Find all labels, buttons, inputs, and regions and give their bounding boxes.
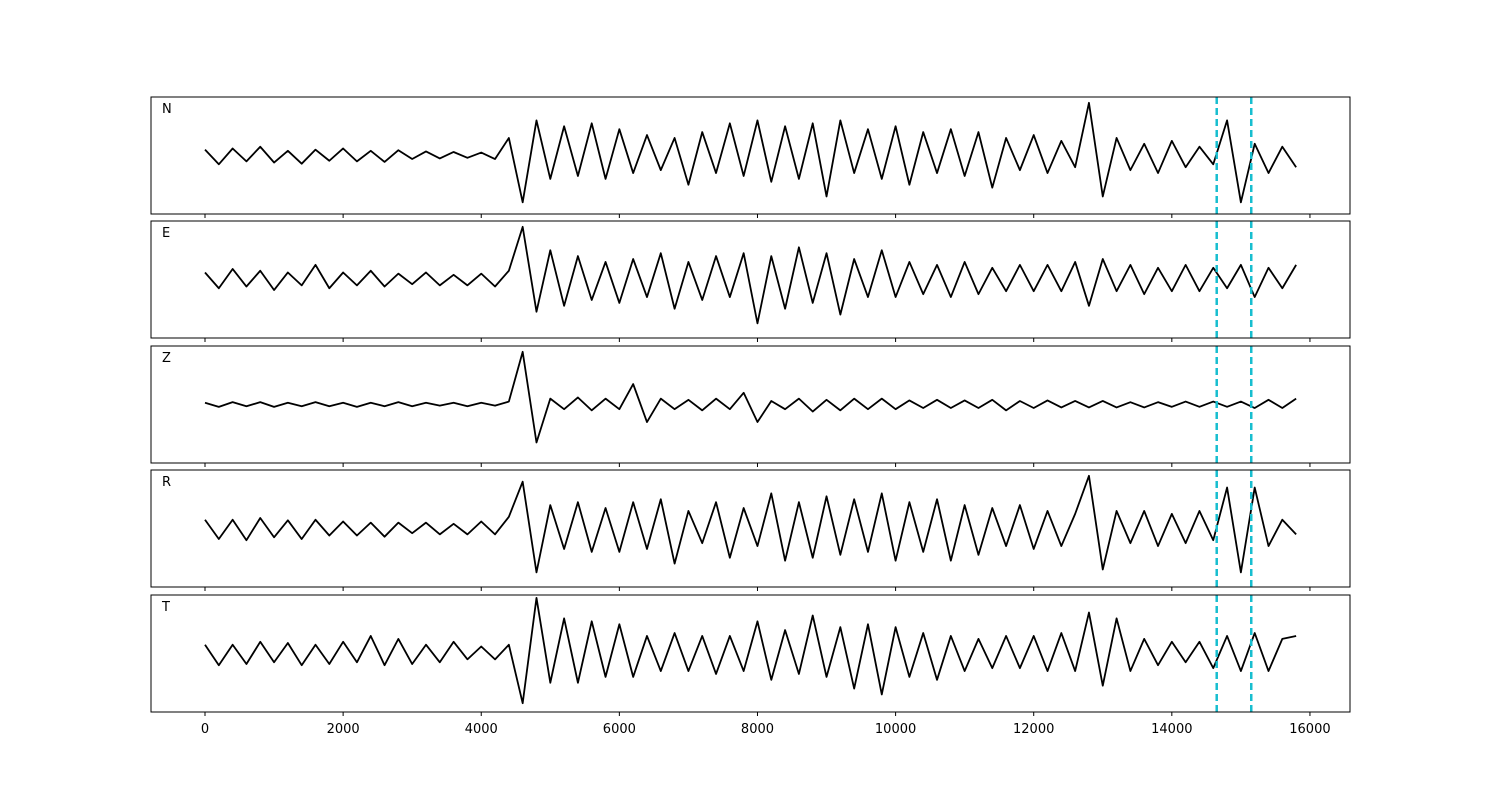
x-tick-label: 4000 bbox=[465, 722, 498, 737]
x-tick-label: 8000 bbox=[741, 722, 774, 737]
panel-frame bbox=[150, 96, 1351, 215]
x-tick-label: 16000 bbox=[1289, 722, 1330, 737]
x-tick-label: 2000 bbox=[327, 722, 360, 737]
panel-label: R bbox=[162, 475, 171, 490]
panel-frame bbox=[150, 594, 1351, 713]
waveform bbox=[204, 225, 1297, 325]
x-tick-label: 12000 bbox=[1013, 722, 1054, 737]
panel-frame bbox=[150, 220, 1351, 339]
panel-label: T bbox=[161, 600, 170, 615]
panel-frame bbox=[150, 469, 1351, 588]
waveform bbox=[204, 101, 1297, 204]
x-tick-label: 14000 bbox=[1151, 722, 1192, 737]
panel-label: E bbox=[162, 226, 170, 241]
panel-label: Z bbox=[162, 351, 171, 366]
x-tick-label: 0 bbox=[201, 722, 209, 737]
waveform bbox=[204, 350, 1297, 444]
panel-frame bbox=[150, 345, 1351, 464]
x-tick-label: 6000 bbox=[603, 722, 636, 737]
waveform bbox=[204, 597, 1297, 705]
x-tick-label: 10000 bbox=[875, 722, 916, 737]
panel-label: N bbox=[162, 102, 172, 117]
waveform bbox=[204, 474, 1297, 574]
